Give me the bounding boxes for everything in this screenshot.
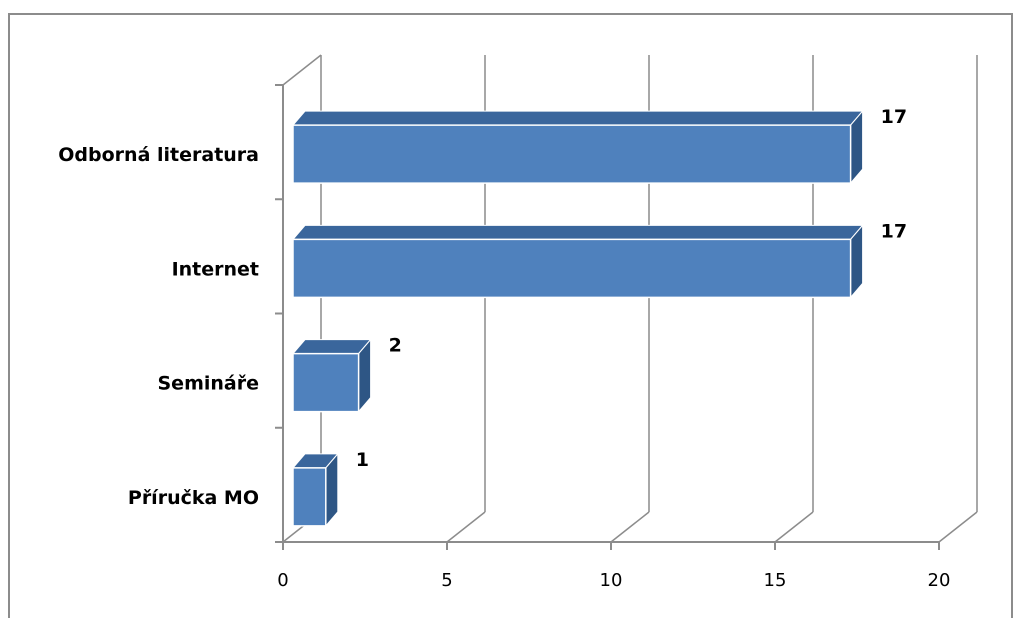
bar-front-face bbox=[292, 467, 327, 527]
x-axis-ticks: 0 5 10 15 20 bbox=[277, 542, 950, 591]
category-label: Odborná literatura bbox=[58, 144, 259, 166]
x-tick-label: 10 bbox=[600, 570, 623, 591]
data-labels: 17 17 2 1 bbox=[356, 106, 907, 471]
data-label: 17 bbox=[881, 220, 907, 242]
bar-front-face bbox=[292, 238, 852, 299]
floor-gridline bbox=[938, 511, 978, 543]
floor-gridline bbox=[774, 511, 814, 543]
chart-frame bbox=[8, 13, 1013, 618]
bar-front-face bbox=[292, 352, 360, 413]
bar-top-face bbox=[291, 110, 864, 126]
category-label: Internet bbox=[172, 258, 259, 280]
data-label: 2 bbox=[389, 335, 402, 357]
bar bbox=[291, 452, 339, 528]
floor-gridline bbox=[610, 511, 650, 543]
bar bbox=[291, 338, 372, 413]
bar bbox=[291, 109, 864, 185]
category-label: Semináře bbox=[158, 373, 260, 395]
data-label: 1 bbox=[356, 449, 369, 471]
bar bbox=[291, 224, 864, 299]
x-tick-label: 20 bbox=[928, 570, 951, 591]
bar-top-face bbox=[291, 224, 864, 240]
x-tick-label: 15 bbox=[764, 570, 787, 591]
bars bbox=[291, 109, 864, 528]
x-tick-label: 0 bbox=[277, 570, 288, 591]
x-tick-label: 5 bbox=[441, 570, 452, 591]
bar-front-face bbox=[292, 124, 852, 184]
category-labels: Odborná literatura Internet Semináře Příruč… bbox=[58, 144, 259, 509]
data-label: 17 bbox=[881, 106, 907, 128]
floor-gridline bbox=[446, 511, 486, 543]
bar-top-face bbox=[291, 339, 372, 355]
category-label: Příručka MO bbox=[128, 487, 259, 509]
wall-top-edge bbox=[282, 54, 322, 86]
